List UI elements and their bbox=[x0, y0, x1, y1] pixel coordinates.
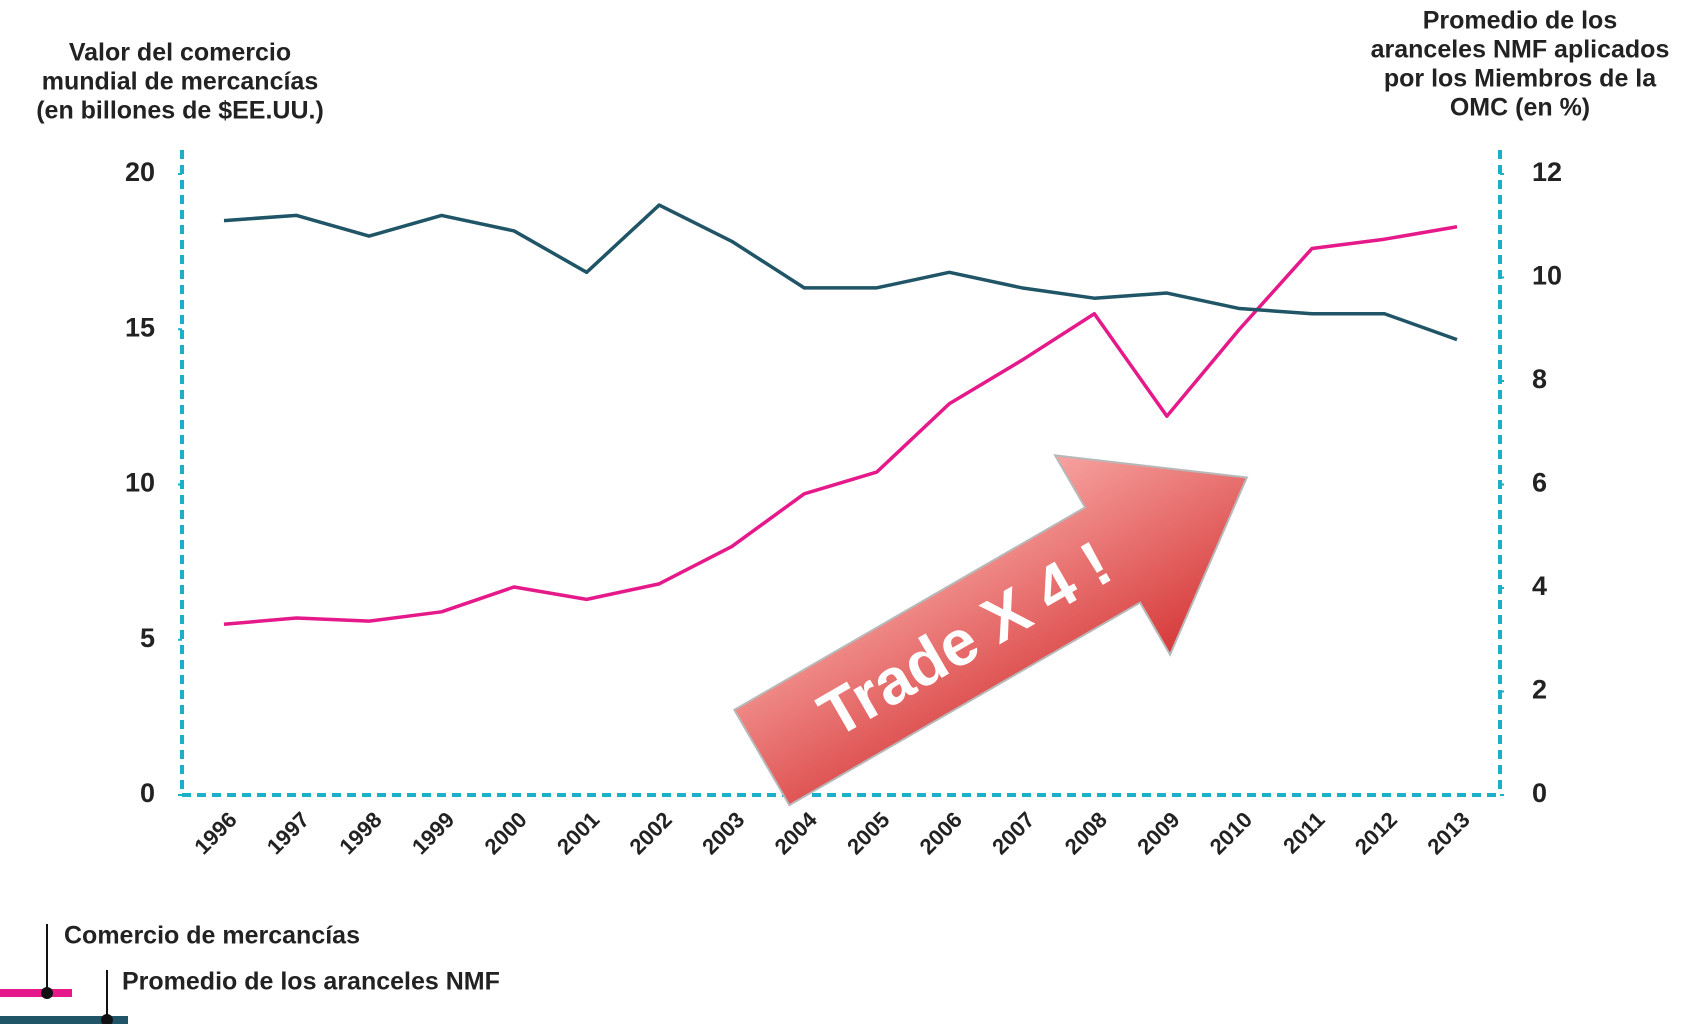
x-tick-label: 2008 bbox=[1060, 807, 1112, 859]
x-tick-label: 2013 bbox=[1422, 807, 1474, 859]
y2-tick-label: 2 bbox=[1532, 675, 1547, 705]
y2-axis-title: por los Miembros de la bbox=[1384, 65, 1657, 93]
x-tick-label: 1998 bbox=[334, 807, 386, 859]
arrow-annotation: Trade X 4 ! bbox=[704, 378, 1304, 857]
x-tick-label: 1997 bbox=[262, 807, 314, 859]
x-tick-label: 2000 bbox=[479, 807, 531, 859]
legend-dot bbox=[41, 987, 53, 999]
x-tick-label: 2007 bbox=[987, 807, 1039, 859]
y2-axis-title: OMC (en %) bbox=[1450, 94, 1590, 122]
chart: 0510152002468101219961997199819992000200… bbox=[0, 0, 1683, 1024]
x-tick-label: 1996 bbox=[189, 807, 241, 859]
x-tick-label: 2011 bbox=[1278, 807, 1329, 858]
y2-tick-label: 6 bbox=[1532, 468, 1547, 498]
y2-axis-title: Promedio de los bbox=[1423, 7, 1617, 35]
x-tick-label: 1999 bbox=[407, 807, 459, 859]
y2-tick-label: 12 bbox=[1532, 157, 1562, 187]
x-tick-label: 2005 bbox=[842, 807, 894, 859]
y2-tick-label: 0 bbox=[1532, 778, 1547, 808]
y-axis-title: (en billones de $EE.UU.) bbox=[36, 97, 324, 125]
x-tick-label: 2003 bbox=[697, 807, 749, 859]
y2-axis-title: aranceles NMF aplicados bbox=[1371, 36, 1670, 64]
x-tick-label: 2002 bbox=[625, 807, 677, 859]
series-line bbox=[224, 205, 1457, 340]
y-tick-label: 20 bbox=[125, 157, 155, 187]
legend-label: Comercio de mercancías bbox=[64, 922, 360, 950]
y-axis-title: mundial de mercancías bbox=[42, 68, 319, 96]
y-tick-label: 10 bbox=[125, 468, 155, 498]
legend-label: Promedio de los aranceles NMF bbox=[122, 968, 500, 996]
y2-tick-label: 4 bbox=[1532, 571, 1547, 601]
legend-dot bbox=[101, 1014, 113, 1024]
y-tick-label: 15 bbox=[125, 312, 155, 342]
y-axis-title: Valor del comercio bbox=[69, 39, 291, 67]
y-tick-label: 0 bbox=[140, 778, 155, 808]
x-tick-label: 2001 bbox=[552, 807, 604, 859]
x-tick-label: 2009 bbox=[1132, 807, 1184, 859]
x-tick-label: 2012 bbox=[1350, 807, 1402, 859]
x-tick-label: 2004 bbox=[770, 806, 823, 859]
x-tick-label: 2006 bbox=[915, 807, 967, 859]
y2-tick-label: 8 bbox=[1532, 364, 1547, 394]
x-tick-label: 2010 bbox=[1205, 807, 1257, 859]
y2-tick-label: 10 bbox=[1532, 261, 1562, 291]
y-tick-label: 5 bbox=[140, 623, 155, 653]
